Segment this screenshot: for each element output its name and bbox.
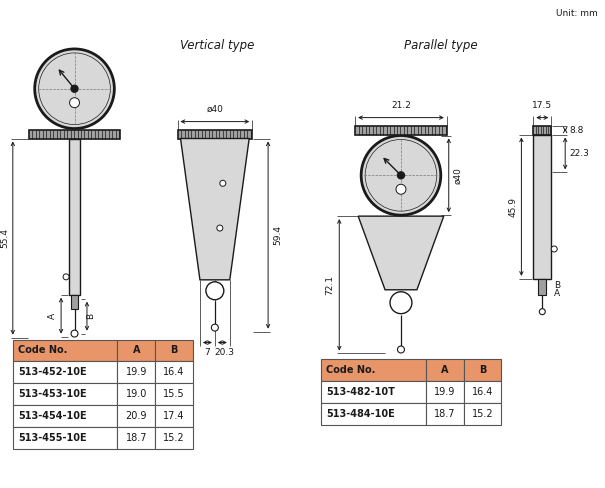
Circle shape bbox=[206, 282, 224, 300]
Bar bbox=[117, 362, 155, 384]
Circle shape bbox=[361, 136, 441, 215]
Text: A: A bbox=[554, 289, 560, 298]
Bar bbox=[426, 403, 463, 425]
Text: B: B bbox=[554, 281, 560, 290]
Text: A: A bbox=[441, 366, 448, 375]
Text: 15.5: 15.5 bbox=[163, 389, 185, 399]
Text: 7: 7 bbox=[204, 347, 211, 357]
Bar bbox=[117, 405, 155, 427]
Text: Code No.: Code No. bbox=[326, 366, 376, 375]
Bar bbox=[13, 405, 117, 427]
Polygon shape bbox=[180, 139, 249, 280]
Text: 22.3: 22.3 bbox=[569, 149, 589, 158]
Text: 20.9: 20.9 bbox=[125, 411, 147, 421]
Text: 15.2: 15.2 bbox=[472, 409, 494, 419]
Bar bbox=[534, 125, 551, 135]
Bar bbox=[321, 360, 426, 381]
Text: 20.3: 20.3 bbox=[214, 347, 234, 357]
Text: 16.4: 16.4 bbox=[163, 367, 185, 377]
Circle shape bbox=[39, 53, 110, 124]
Text: A: A bbox=[48, 313, 57, 319]
Text: ø40: ø40 bbox=[206, 104, 223, 114]
Text: Unit: mm: Unit: mm bbox=[556, 9, 598, 18]
Text: B: B bbox=[479, 366, 486, 375]
Circle shape bbox=[71, 330, 78, 337]
Bar bbox=[534, 135, 551, 279]
Text: 72.1: 72.1 bbox=[325, 275, 335, 295]
Text: B: B bbox=[171, 346, 178, 355]
Text: 513-455-10E: 513-455-10E bbox=[18, 433, 87, 443]
Bar bbox=[426, 360, 463, 381]
Text: 21.2: 21.2 bbox=[391, 101, 411, 110]
Bar bbox=[117, 427, 155, 449]
Bar bbox=[155, 405, 193, 427]
Bar bbox=[321, 381, 426, 403]
Text: B: B bbox=[86, 313, 95, 319]
Circle shape bbox=[396, 184, 406, 194]
Text: ø40: ø40 bbox=[454, 167, 463, 184]
Text: 17.4: 17.4 bbox=[163, 411, 185, 421]
Circle shape bbox=[397, 172, 405, 179]
Bar bbox=[463, 403, 502, 425]
Circle shape bbox=[63, 274, 69, 280]
Text: 513-452-10E: 513-452-10E bbox=[18, 367, 87, 377]
Bar bbox=[355, 125, 446, 135]
Bar bbox=[155, 340, 193, 362]
Circle shape bbox=[211, 324, 218, 331]
Circle shape bbox=[365, 140, 437, 211]
Bar bbox=[426, 381, 463, 403]
Bar bbox=[29, 129, 120, 139]
Circle shape bbox=[551, 246, 557, 252]
Text: 18.7: 18.7 bbox=[434, 409, 456, 419]
Text: 59.4: 59.4 bbox=[273, 225, 282, 245]
Bar bbox=[321, 403, 426, 425]
Text: A: A bbox=[132, 346, 140, 355]
Text: 55.4: 55.4 bbox=[0, 228, 9, 248]
Bar bbox=[13, 340, 117, 362]
Circle shape bbox=[34, 49, 114, 128]
Text: 45.9: 45.9 bbox=[508, 197, 517, 217]
Text: 513-453-10E: 513-453-10E bbox=[18, 389, 87, 399]
Circle shape bbox=[390, 292, 412, 314]
Circle shape bbox=[217, 225, 223, 231]
Circle shape bbox=[220, 180, 226, 186]
Bar bbox=[538, 279, 546, 295]
Circle shape bbox=[397, 346, 405, 353]
Text: 19.0: 19.0 bbox=[126, 389, 147, 399]
Bar bbox=[71, 295, 78, 309]
Text: 19.9: 19.9 bbox=[126, 367, 147, 377]
Bar bbox=[177, 129, 252, 139]
Text: 8.8: 8.8 bbox=[569, 125, 584, 135]
Text: Code No.: Code No. bbox=[18, 346, 67, 355]
Bar bbox=[13, 427, 117, 449]
Text: 513-482-10T: 513-482-10T bbox=[326, 387, 395, 397]
Bar bbox=[155, 384, 193, 405]
Text: 15.2: 15.2 bbox=[163, 433, 185, 443]
Bar bbox=[13, 362, 117, 384]
Bar bbox=[117, 384, 155, 405]
Circle shape bbox=[71, 85, 78, 92]
Bar bbox=[463, 360, 502, 381]
Text: 19.9: 19.9 bbox=[434, 387, 456, 397]
Circle shape bbox=[539, 309, 545, 315]
Bar bbox=[117, 340, 155, 362]
Bar bbox=[155, 427, 193, 449]
Text: 513-484-10E: 513-484-10E bbox=[326, 409, 395, 419]
Circle shape bbox=[70, 98, 79, 108]
Bar bbox=[155, 362, 193, 384]
Text: Parallel type: Parallel type bbox=[404, 39, 477, 52]
Text: 513-454-10E: 513-454-10E bbox=[18, 411, 87, 421]
Text: 18.7: 18.7 bbox=[125, 433, 147, 443]
Polygon shape bbox=[358, 216, 444, 290]
Text: 16.4: 16.4 bbox=[472, 387, 493, 397]
Bar bbox=[13, 384, 117, 405]
Text: 17.5: 17.5 bbox=[532, 101, 552, 110]
Bar bbox=[463, 381, 502, 403]
Bar bbox=[69, 139, 80, 295]
Text: Vertical type: Vertical type bbox=[180, 39, 254, 52]
